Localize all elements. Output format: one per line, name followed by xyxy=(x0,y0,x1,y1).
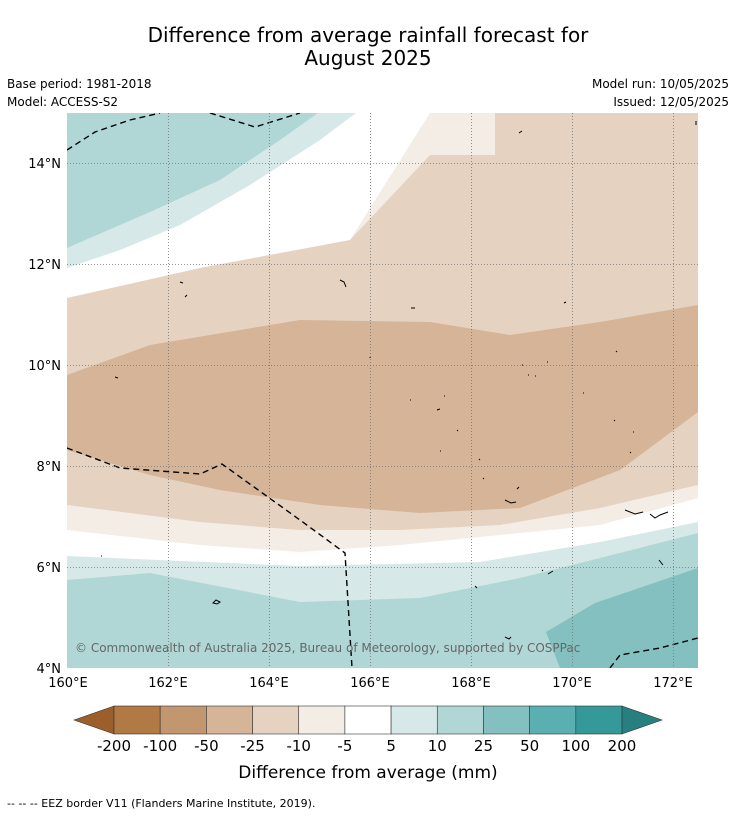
colorbar-box xyxy=(575,705,623,735)
lon-label-166: 166°E xyxy=(350,676,390,691)
colorbar-tick-label: -100 xyxy=(143,737,177,755)
colorbar: -200 -100 -50 -25 -10 -5 5 10 25 50 100 200 xyxy=(73,705,663,755)
lon-label-172: 172°E xyxy=(653,676,693,691)
footer-note: -- -- -- EEZ border V11 (Flanders Marine… xyxy=(7,797,316,810)
colorbar-label: Difference from average (mm) xyxy=(238,763,497,783)
eez-borders xyxy=(67,113,698,668)
model-text: Model: ACCESS-S2 xyxy=(7,95,119,109)
info-right: Model run: 10/05/2025 Issued: 12/05/2025 xyxy=(592,75,729,111)
colorbar-box xyxy=(206,705,253,735)
contour-fills xyxy=(67,113,698,668)
colorbar-tick-label: 5 xyxy=(386,737,396,755)
lon-label-164: 164°E xyxy=(249,676,289,691)
info-left: Base period: 1981-2018 Model: ACCESS-S2 xyxy=(7,75,152,111)
lon-label-160: 160°E xyxy=(48,676,88,691)
colorbar-box xyxy=(390,705,438,735)
issued-text: Issued: 12/05/2025 xyxy=(613,95,729,109)
colorbar-tick-label: -25 xyxy=(240,737,265,755)
chart-title-line1: Difference from average rainfall forecas… xyxy=(147,23,589,47)
colorbar-box xyxy=(483,705,530,735)
copyright-text: © Commonwealth of Australia 2025, Bureau… xyxy=(75,641,580,655)
colorbar-arrow-high xyxy=(621,705,663,735)
colorbar-box xyxy=(113,705,161,735)
lon-tick-labels: 160°E 162°E 164°E 166°E 168°E 170°E 172°… xyxy=(48,676,693,691)
lat-label-14: 14°N xyxy=(28,157,61,172)
lon-label-170: 170°E xyxy=(552,676,592,691)
colorbar-tick-label: 200 xyxy=(608,737,637,755)
colorbar-box xyxy=(344,705,392,735)
lon-label-162: 162°E xyxy=(148,676,188,691)
base-period-text: Base period: 1981-2018 xyxy=(7,77,152,91)
colorbar-box xyxy=(529,705,577,735)
colorbar-tick-label: 25 xyxy=(474,737,493,755)
lat-tick-labels: 14°N 12°N 10°N 8°N 6°N 4°N xyxy=(28,157,61,677)
lon-label-168: 168°E xyxy=(451,676,491,691)
colorbar-tick-label: 10 xyxy=(428,737,447,755)
colorbar-box xyxy=(159,705,207,735)
colorbar-tick-label: -10 xyxy=(286,737,311,755)
model-run-text: Model run: 10/05/2025 xyxy=(591,77,729,91)
island-outlines xyxy=(101,121,697,640)
chart-title-line2: August 2025 xyxy=(304,46,432,70)
graticule xyxy=(67,113,698,668)
colorbar-tick-label: 50 xyxy=(520,737,539,755)
colorbar-tick-label: 100 xyxy=(561,737,590,755)
colorbar-box xyxy=(252,705,300,735)
colorbar-tick-label: -5 xyxy=(337,737,352,755)
colorbar-box xyxy=(436,705,484,735)
lat-label-12: 12°N xyxy=(28,258,61,273)
colorbar-tick-label: -50 xyxy=(194,737,219,755)
colorbar-arrow-low xyxy=(73,705,115,735)
colorbar-box xyxy=(298,705,346,735)
colorbar-tick-label: -200 xyxy=(97,737,131,755)
lat-label-6: 6°N xyxy=(37,561,62,576)
lat-label-8: 8°N xyxy=(37,460,62,475)
lat-label-4: 4°N xyxy=(37,662,62,677)
lat-label-10: 10°N xyxy=(28,359,61,374)
